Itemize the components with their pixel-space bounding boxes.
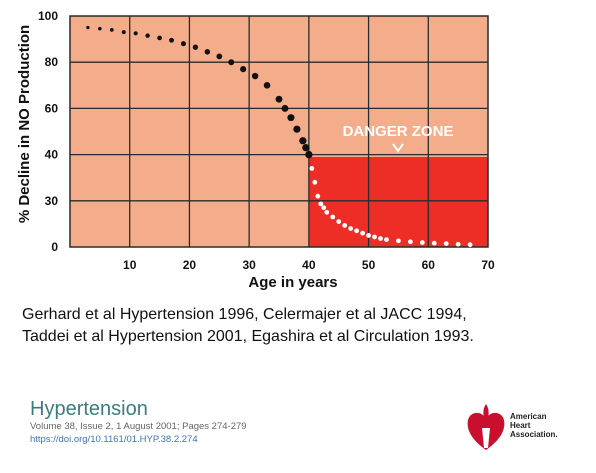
y-tick-label: 40 [45, 148, 59, 162]
y-tick-labels: 0 30 40 60 80 100 [38, 9, 58, 254]
x-tick-label: 50 [362, 258, 376, 272]
x-tick-label: 70 [481, 258, 495, 272]
data-point-before-40 [86, 25, 90, 30]
citation: Gerhard et al Hypertension 1996, Celerma… [22, 304, 582, 348]
data-point-after-40 [315, 193, 321, 199]
x-tick-label: 40 [302, 258, 316, 272]
data-point-after-40 [378, 236, 383, 241]
citation-line-2: Taddei et al Hypertension 2001, Egashira… [22, 328, 474, 345]
data-point-after-40 [342, 223, 348, 228]
data-point-before-40 [192, 44, 199, 50]
x-tick-labels: 10 20 30 40 50 60 70 [123, 258, 495, 272]
data-point-before-40 [145, 33, 150, 38]
data-point-after-40 [396, 238, 401, 244]
data-point-before-40 [157, 35, 162, 41]
grid-lines [70, 16, 488, 247]
data-point-after-40 [467, 242, 473, 248]
y-tick-label: 100 [38, 9, 58, 23]
heart-torch-icon [467, 404, 505, 450]
journal-name: Hypertension [30, 398, 148, 420]
x-tick-label: 20 [183, 258, 197, 272]
data-point-before-40 [121, 30, 126, 35]
data-point-before-40 [251, 72, 259, 80]
data-point-after-40 [407, 239, 413, 245]
data-point-before-40 [228, 59, 235, 66]
citation-line-1: Gerhard et al Hypertension 1996, Celerma… [22, 306, 467, 323]
data-point-before-40 [169, 37, 174, 43]
x-axis-title: Age in years [248, 274, 337, 291]
data-point-after-40 [336, 219, 342, 224]
data-point-after-40 [330, 214, 336, 220]
data-point-before-40 [281, 104, 289, 112]
data-point-before-40 [293, 125, 301, 133]
danger-zone-arrow [392, 143, 404, 153]
aha-logo-text: American Heart Association. [510, 412, 558, 439]
data-point-before-40 [305, 150, 313, 159]
y-tick-label: 30 [45, 194, 59, 208]
y-tick-label: 80 [45, 55, 59, 69]
data-point-after-40 [324, 209, 330, 215]
journal-meta: Volume 38, Issue 2, 1 August 2001; Pages… [30, 421, 247, 432]
chart: DANGER ZONE 10 20 30 40 50 60 70 030406080100 … [16, 9, 495, 291]
y-tick-label: 60 [45, 101, 59, 115]
data-point-after-40 [309, 166, 315, 171]
y-axis-title: % Decline in NO Production [16, 25, 33, 223]
journal-doi-link[interactable]: https://doi.org/10.1161/01.HYP.38.2.274 [30, 434, 198, 445]
x-tick-label: 30 [242, 258, 256, 272]
data-point-before-40 [240, 66, 247, 73]
data-point-before-40 [98, 26, 102, 31]
y-tick-label: 0 [51, 240, 58, 254]
data-point-before-40 [180, 41, 186, 47]
data-point-before-40 [204, 49, 211, 55]
data-point-after-40 [348, 226, 354, 231]
aha-logo: American Heart Association. [464, 398, 584, 458]
data-point-before-40 [133, 31, 138, 36]
danger-zone-label: DANGER ZONE [343, 123, 454, 140]
data-point-after-40 [431, 240, 437, 246]
data-point-after-40 [321, 205, 327, 211]
data-point-before-40 [109, 27, 114, 32]
x-tick-label: 10 [123, 258, 137, 272]
plot-border [69, 15, 489, 248]
data-point-before-40 [216, 53, 223, 60]
data-point-after-40 [360, 230, 365, 236]
data-point-after-40 [384, 237, 389, 243]
data-points [86, 25, 473, 248]
data-point-after-40 [318, 201, 324, 207]
data-point-after-40 [443, 241, 449, 247]
data-point-after-40 [354, 228, 360, 234]
data-point-before-40 [302, 144, 310, 152]
danger-zone [309, 157, 488, 247]
x-tick-label: 60 [422, 258, 436, 272]
data-point-after-40 [455, 241, 461, 247]
data-point-before-40 [263, 81, 271, 89]
data-point-before-40 [299, 137, 307, 145]
data-point-before-40 [287, 114, 295, 122]
data-point-after-40 [366, 233, 371, 238]
data-point-before-40 [275, 95, 283, 103]
data-point-after-40 [372, 234, 377, 240]
journal-info: Hypertension Volume 38, Issue 2, 1 Augus… [30, 398, 247, 446]
data-point-after-40 [419, 240, 425, 245]
data-point-after-40 [312, 179, 318, 185]
